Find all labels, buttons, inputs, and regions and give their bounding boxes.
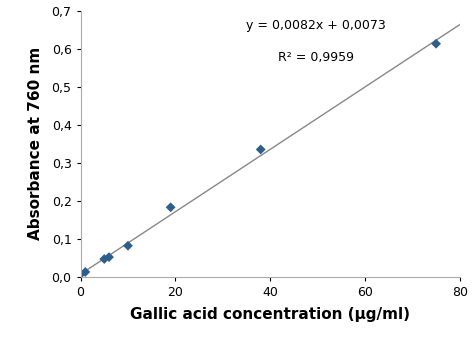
Point: [100, 256, 108, 262]
Text: y = 0,0082x + 0,0073: y = 0,0082x + 0,0073: [246, 19, 385, 32]
Point: [82, 269, 89, 275]
Point: [124, 243, 132, 248]
Point: [105, 254, 113, 260]
X-axis label: Gallic acid concentration (μg/ml): Gallic acid concentration (μg/ml): [130, 307, 410, 322]
Text: R² = 0,9959: R² = 0,9959: [278, 50, 354, 64]
Y-axis label: Absorbance at 760 nm: Absorbance at 760 nm: [28, 47, 43, 240]
Point: [432, 41, 440, 47]
Point: [257, 147, 264, 152]
Point: [167, 204, 174, 210]
Point: [77, 271, 84, 277]
